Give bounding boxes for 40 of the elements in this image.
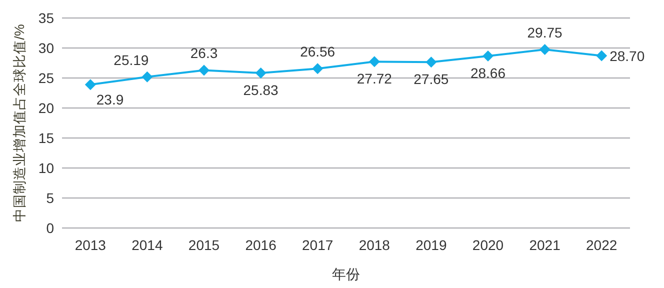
x-tick-label: 2015 [188,237,220,253]
y-tick-label: 30 [38,40,54,56]
point [255,68,266,79]
x-tick-label: 2016 [245,237,277,253]
y-tick-label: 15 [38,130,54,146]
data-label: 25.83 [243,82,279,98]
data-label: 28.70 [610,48,645,64]
data-label: 27.65 [414,71,449,88]
x-tick-label: 2022 [586,237,618,253]
x-tick-label: 2020 [472,237,504,253]
y-tick-label: 10 [38,160,54,176]
y-tick-label: 35 [38,10,54,26]
x-tick-label: 2017 [302,237,334,253]
point [539,44,550,55]
data-label: 28.66 [470,65,506,82]
x-axis-title: 年份 [332,266,360,282]
x-tick-label: 2013 [74,237,106,253]
data-label: 23.9 [96,92,124,108]
x-tick-label: 2014 [132,237,163,253]
y-tick-label: 20 [38,100,54,116]
data-label: 25.19 [114,52,149,68]
y-tick-label: 25 [38,70,54,86]
point [426,56,437,68]
point [312,63,324,74]
x-tick-label: 2018 [358,237,390,253]
y-tick-label: 5 [46,190,54,206]
point [198,64,210,76]
y-tick-label: 0 [46,220,54,236]
point [482,50,494,62]
data-label: 29.75 [527,24,563,40]
data-label: 26.56 [300,44,336,60]
x-tick-label: 2021 [529,237,561,253]
point [596,50,608,62]
y-axis-title: 中国制造业增加值占全球比值/% [12,24,27,222]
point [84,79,96,90]
point [142,71,153,82]
data-label: 26.3 [190,45,218,62]
data-label: 27.72 [356,70,392,87]
x-tick-label: 2019 [416,237,447,253]
point [368,56,380,68]
